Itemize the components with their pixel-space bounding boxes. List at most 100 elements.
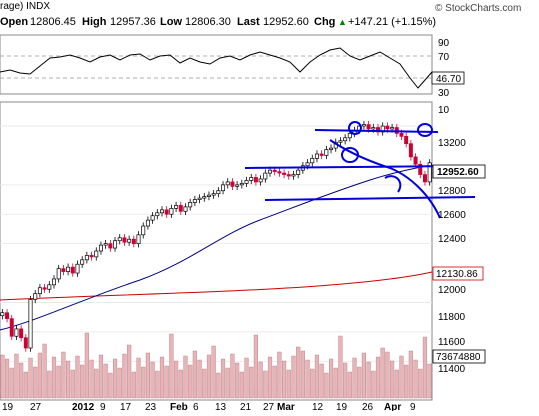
candle-body bbox=[366, 124, 371, 130]
volume-bar bbox=[42, 343, 47, 399]
candle-body bbox=[319, 153, 324, 156]
candle-body bbox=[239, 183, 244, 186]
rsi-tick-70: 70 bbox=[438, 52, 450, 63]
candle-body bbox=[347, 133, 352, 139]
candle-body bbox=[28, 299, 33, 349]
stat-last-label: Last bbox=[237, 16, 260, 28]
candle-body bbox=[47, 284, 52, 290]
candle-body bbox=[9, 318, 14, 337]
candle-body bbox=[0, 312, 5, 317]
volume-bar bbox=[352, 357, 357, 399]
candle-body bbox=[122, 237, 127, 243]
volume-bar bbox=[14, 353, 19, 399]
candle-body bbox=[244, 180, 249, 184]
candle-body bbox=[5, 312, 10, 319]
candle-body bbox=[113, 240, 118, 249]
volume-bar bbox=[258, 361, 263, 399]
x-axis: 19 27 2012 9 17 23 Feb 6 13 21 27 Mar 12… bbox=[2, 402, 416, 413]
volume-bar bbox=[112, 358, 118, 399]
volume-bar bbox=[343, 362, 348, 399]
candle-body bbox=[80, 259, 85, 265]
volume-bar bbox=[141, 366, 146, 399]
candle-body bbox=[66, 266, 71, 272]
volume-bar bbox=[197, 359, 202, 399]
candle-body bbox=[221, 184, 226, 192]
price-tick-10: 10 bbox=[438, 105, 450, 116]
candle-body bbox=[117, 237, 122, 242]
volume-bar bbox=[28, 357, 33, 399]
candle-body bbox=[324, 149, 329, 156]
x-label: 9 bbox=[410, 402, 416, 411]
volume-bar bbox=[131, 371, 136, 399]
volume-bar bbox=[310, 368, 315, 399]
volume-bar bbox=[47, 370, 52, 399]
candle-body bbox=[52, 278, 56, 286]
x-label: 23 bbox=[145, 402, 157, 411]
volume-bar bbox=[33, 366, 38, 399]
volume-bar bbox=[19, 362, 24, 399]
volume-badge-box bbox=[432, 349, 486, 364]
volume-bar bbox=[183, 355, 188, 399]
volume-bar bbox=[150, 361, 155, 399]
x-label: Mar bbox=[277, 402, 295, 411]
volume-bar bbox=[61, 351, 66, 399]
volume-bar bbox=[390, 360, 395, 399]
candle-body bbox=[136, 234, 141, 245]
volume-bar bbox=[380, 347, 385, 399]
candle-body bbox=[192, 199, 197, 203]
x-label: 26 bbox=[362, 402, 374, 411]
candle-body bbox=[329, 147, 334, 150]
rsi-panel: 90 70 46.70 30 bbox=[0, 34, 465, 99]
volume-bar bbox=[225, 367, 230, 399]
volume-bar bbox=[145, 352, 150, 399]
volume-bar bbox=[408, 350, 413, 399]
volume-bar bbox=[164, 365, 169, 399]
x-label: 21 bbox=[240, 402, 252, 411]
last-price-badge-box bbox=[432, 164, 486, 179]
candle-body bbox=[197, 197, 202, 200]
ma200-badge-box bbox=[432, 266, 484, 281]
volume-bar bbox=[253, 334, 258, 399]
volume-bar bbox=[4, 358, 10, 399]
volume-bar bbox=[427, 363, 432, 399]
candle-body bbox=[42, 287, 47, 290]
price-tick-12400: 12400 bbox=[438, 234, 466, 245]
volume-bar bbox=[361, 352, 366, 399]
x-label: 6 bbox=[193, 402, 199, 411]
volume-bar bbox=[136, 357, 141, 399]
volume-bar bbox=[272, 365, 277, 399]
candle-body bbox=[70, 266, 75, 274]
volume-bar bbox=[0, 354, 5, 399]
x-label: 2012 bbox=[72, 402, 95, 411]
x-label: 13 bbox=[215, 402, 227, 411]
x-label: 12 bbox=[312, 402, 324, 411]
volume-bar bbox=[394, 369, 399, 399]
volume-bar bbox=[235, 362, 240, 399]
volume-bar bbox=[404, 364, 409, 399]
candle-body bbox=[206, 194, 211, 197]
candle-body bbox=[230, 181, 235, 187]
volume-bar bbox=[385, 351, 390, 399]
volume-bar bbox=[422, 336, 428, 399]
volume-bar bbox=[108, 372, 113, 399]
volume-bar bbox=[56, 365, 61, 399]
volume-bar bbox=[282, 360, 287, 399]
volume-bar bbox=[188, 364, 193, 399]
candle-body bbox=[188, 202, 193, 208]
candle-body bbox=[404, 135, 409, 145]
volume-bar bbox=[51, 356, 57, 399]
volume-bar bbox=[418, 368, 423, 399]
volume-bar bbox=[324, 372, 329, 399]
rsi-value-badge-box bbox=[431, 71, 465, 85]
candle-body bbox=[150, 215, 155, 221]
candle-body bbox=[408, 143, 413, 158]
last-price-badge: 12952.60 bbox=[437, 167, 479, 178]
candle-body bbox=[310, 158, 315, 164]
candle-body bbox=[418, 163, 423, 175]
volume-bar bbox=[66, 360, 71, 399]
volume-bar bbox=[267, 356, 273, 399]
volume-bar bbox=[206, 354, 212, 399]
candle-body bbox=[108, 243, 113, 249]
candle-body bbox=[296, 169, 301, 175]
candle-body bbox=[371, 127, 376, 130]
